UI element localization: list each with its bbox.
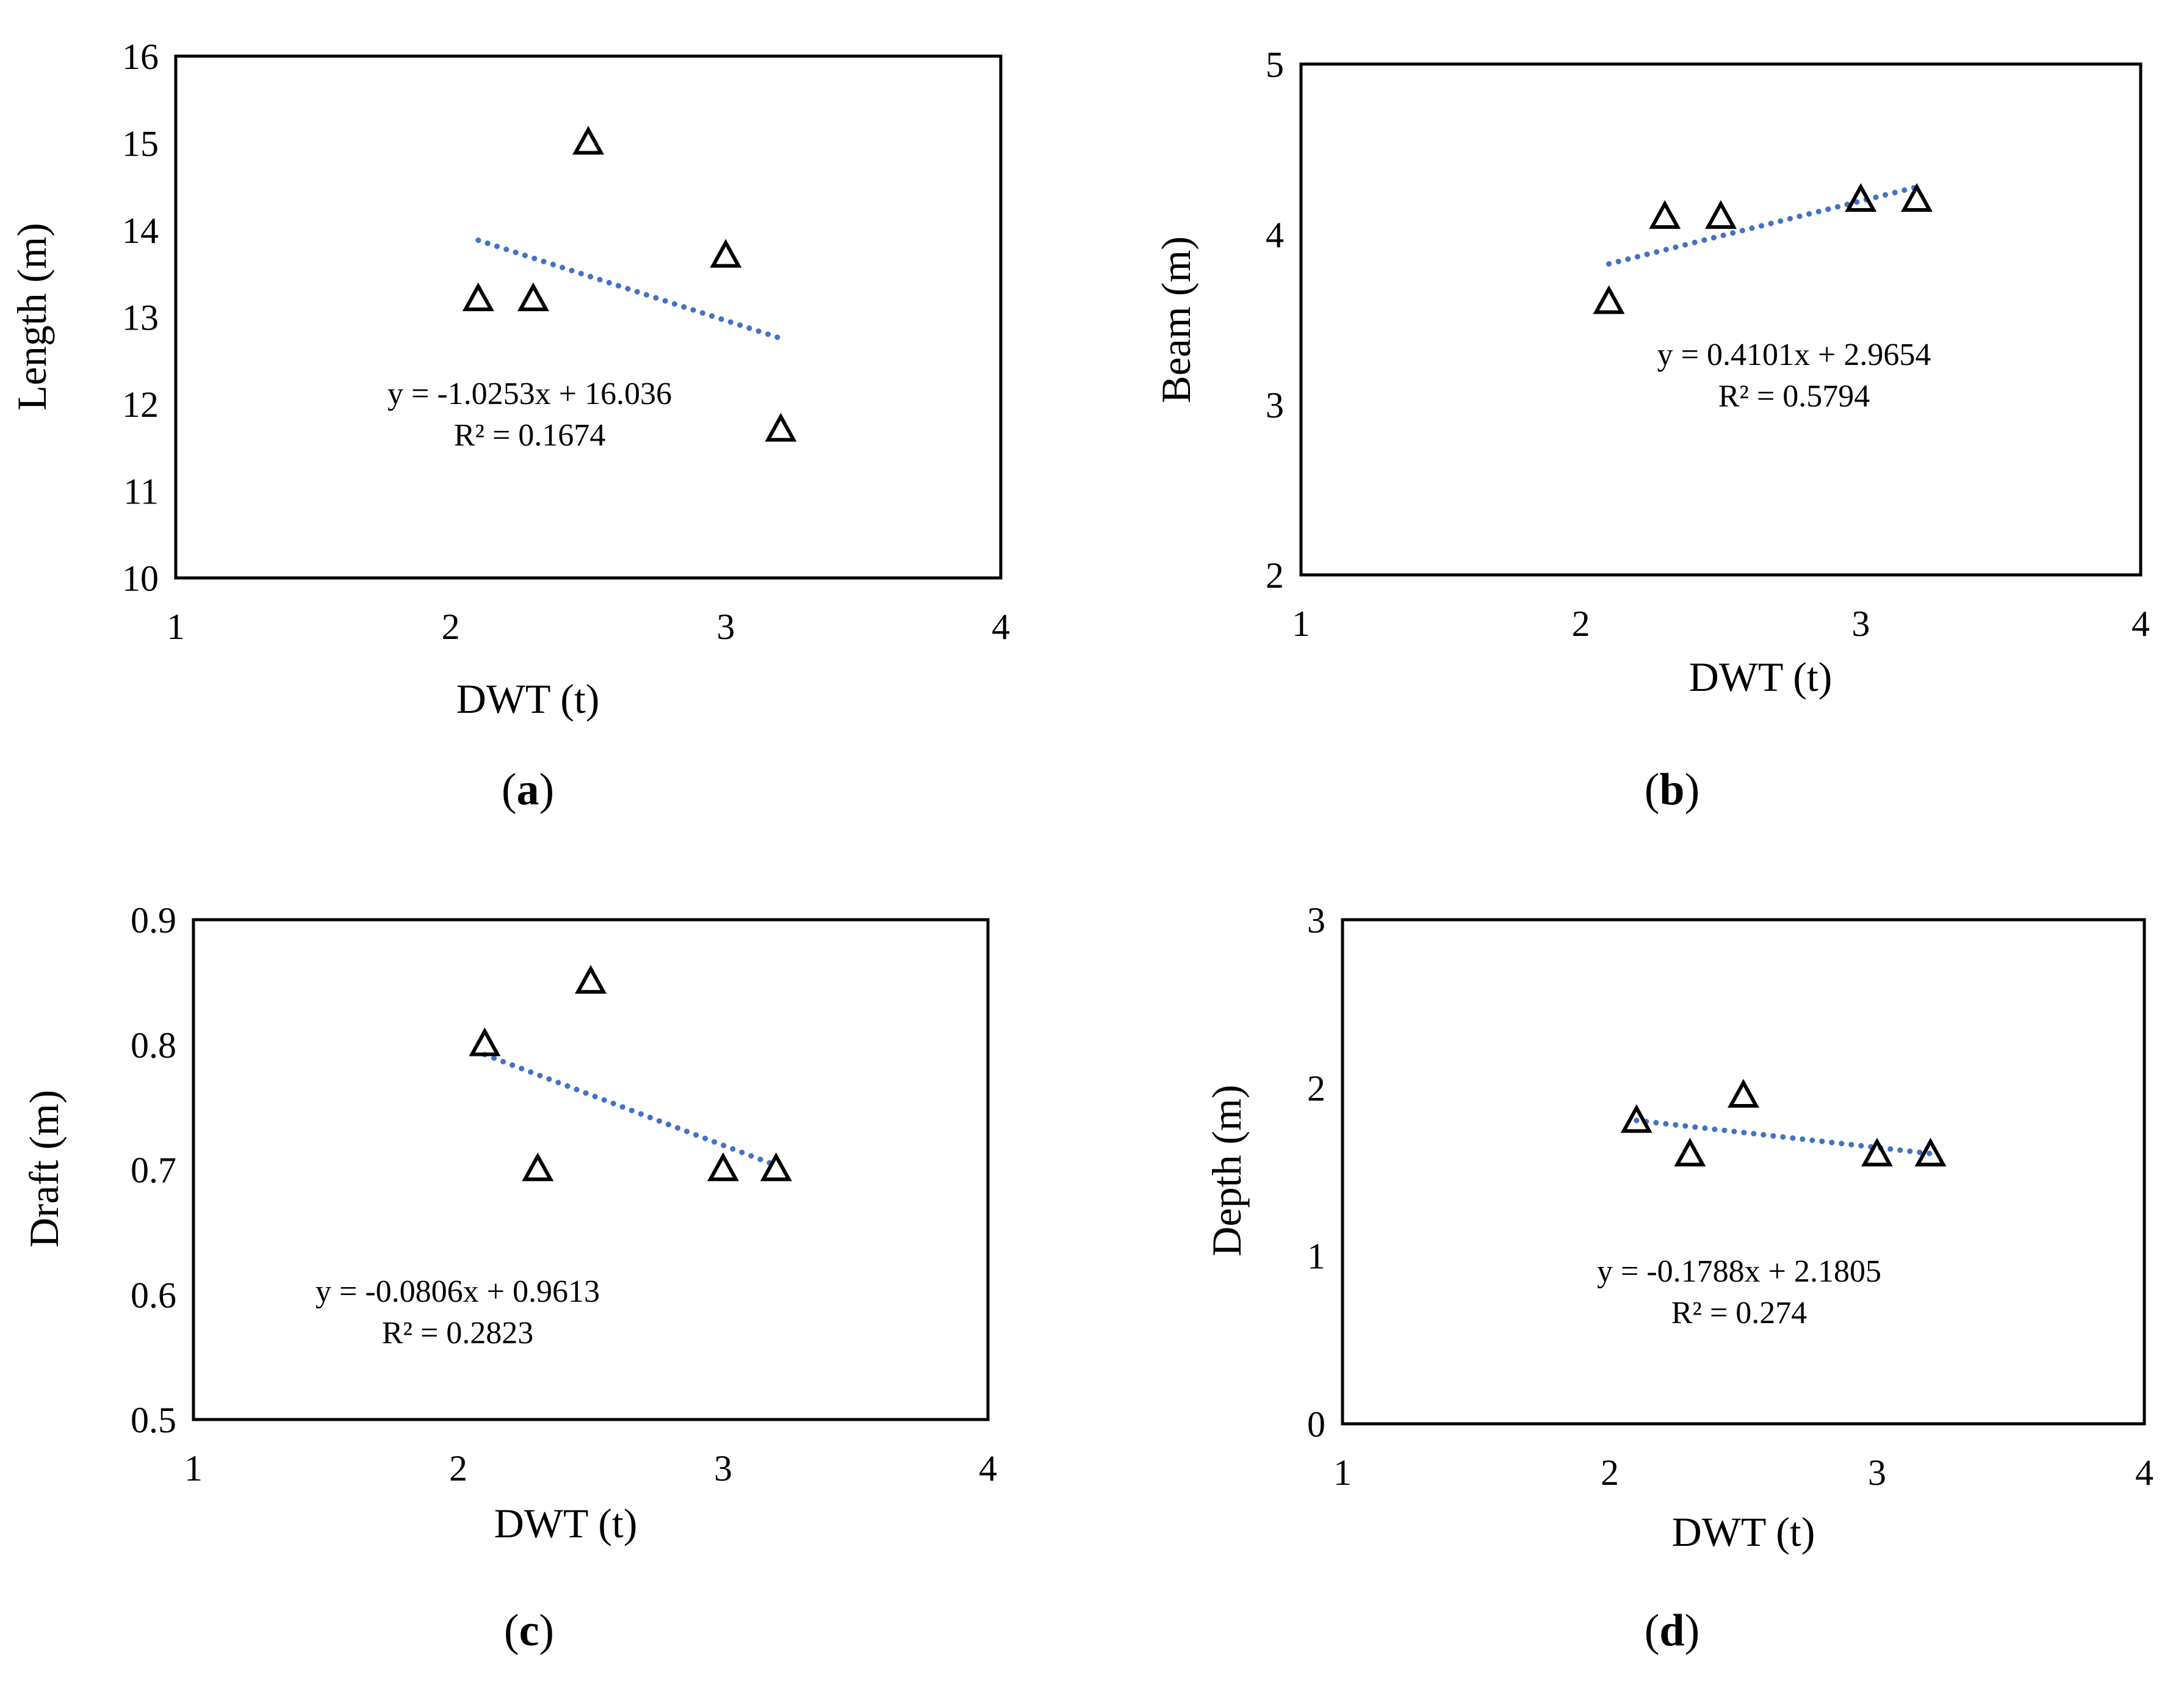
x-tick-label: 2 [449, 1448, 467, 1488]
trendline [1606, 184, 1920, 267]
x-tick-label: 2 [442, 607, 460, 647]
r-squared-label: R² = 0.2823 [382, 1316, 534, 1351]
data-point-triangle [1845, 182, 1877, 212]
data-point-triangle [710, 239, 742, 268]
y-tick-label: 15 [122, 124, 159, 164]
y-tick-label: 0.7 [131, 1150, 176, 1191]
x-tick-label: 4 [2132, 604, 2150, 644]
y-tick-label: 12 [122, 384, 159, 425]
x-tick-label: 4 [992, 607, 1010, 647]
y-tick-label: 0.8 [131, 1025, 176, 1066]
trendline-equation: y = -0.0806x + 0.9613 [315, 1274, 600, 1309]
y-tick-label: 10 [122, 558, 159, 599]
y-tick-label: 14 [122, 211, 159, 251]
data-point-triangle [1705, 200, 1737, 229]
data-point-triangle [1620, 1104, 1652, 1133]
x-tick-label: 1 [1292, 604, 1310, 644]
x-tick-label: 1 [184, 1448, 203, 1488]
x-tick-label: 2 [1572, 604, 1590, 644]
panel-label: (c) [504, 1606, 554, 1656]
r-squared-label: R² = 0.5794 [1718, 379, 1870, 414]
plot-frame [1341, 918, 2146, 1426]
x-tick-label: 4 [979, 1448, 997, 1488]
x-tick-label: 3 [716, 607, 735, 647]
trendline-equation: y = -0.1788x + 2.1805 [1597, 1254, 1881, 1289]
plot-frame [192, 918, 990, 1421]
y-tick-label: 11 [123, 472, 159, 512]
data-point-triangle [760, 1152, 792, 1182]
x-tick-label: 3 [714, 1448, 732, 1488]
x-axis-title: DWT (t) [1689, 654, 1833, 700]
y-axis-title: Beam (m) [1153, 236, 1199, 403]
y-tick-label: 16 [122, 37, 159, 77]
panel-label: (b) [1645, 765, 1699, 815]
trendline [1634, 1117, 1934, 1156]
y-tick-label: 0.6 [131, 1275, 176, 1315]
panel-label: (a) [502, 765, 554, 815]
y-axis-title: Depth (m) [1203, 1084, 1250, 1256]
plot-frame [1299, 62, 2143, 577]
data-point-triangle [1674, 1138, 1706, 1167]
data-point-triangle [517, 282, 549, 311]
data-point-triangle [765, 413, 797, 442]
plot-frame [174, 54, 1003, 580]
data-point-triangle [572, 126, 604, 155]
y-axis-title: Length (m) [9, 223, 55, 411]
y-tick-label: 4 [1266, 215, 1284, 255]
trendline [475, 237, 784, 341]
y-tick-label: 0 [1307, 1404, 1325, 1445]
y-tick-label: 0.9 [131, 900, 176, 940]
data-point-triangle [1901, 182, 1933, 212]
x-tick-label: 4 [2135, 1452, 2153, 1493]
data-point-triangle [575, 965, 607, 994]
x-tick-label: 1 [1333, 1452, 1352, 1493]
x-tick-label: 2 [1601, 1452, 1619, 1493]
trendline-equation: y = -1.0253x + 16.036 [387, 377, 672, 411]
data-point-triangle [1728, 1078, 1759, 1108]
y-tick-label: 1 [1307, 1236, 1325, 1277]
data-point-triangle [1593, 285, 1625, 314]
trendline-equation: y = 0.4101x + 2.9654 [1657, 337, 1931, 372]
r-squared-label: R² = 0.274 [1671, 1296, 1807, 1330]
data-point-triangle [462, 282, 494, 311]
r-squared-label: R² = 0.1674 [454, 418, 606, 453]
data-point-triangle [1861, 1138, 1893, 1167]
y-tick-label: 5 [1266, 45, 1284, 85]
y-tick-label: 2 [1266, 555, 1284, 596]
x-axis-title: DWT (t) [494, 1500, 638, 1546]
x-axis-title: DWT (t) [456, 676, 600, 722]
x-axis-title: DWT (t) [1672, 1509, 1815, 1555]
y-tick-label: 2 [1307, 1068, 1325, 1108]
x-tick-label: 1 [167, 607, 185, 647]
chart-panel-c: 1 2 3 4 0.5 0.6 0.7 0.8 0.9 y = -0.0806x + 0.9613… [21, 900, 997, 1656]
panel-label: (d) [1645, 1606, 1699, 1656]
trendline [481, 1052, 779, 1169]
data-point-triangle [707, 1152, 739, 1182]
y-tick-label: 13 [122, 298, 159, 338]
x-tick-label: 3 [1851, 604, 1870, 644]
y-axis-title: Draft (m) [21, 1090, 67, 1248]
y-tick-label: 3 [1266, 385, 1284, 425]
data-point-triangle [522, 1152, 554, 1182]
y-tick-label: 0.5 [131, 1400, 176, 1440]
data-point-triangle [1914, 1138, 1947, 1167]
data-point-triangle [469, 1027, 501, 1056]
x-tick-label: 3 [1868, 1452, 1886, 1493]
data-point-triangle [1649, 200, 1681, 229]
y-tick-label: 3 [1307, 900, 1325, 940]
